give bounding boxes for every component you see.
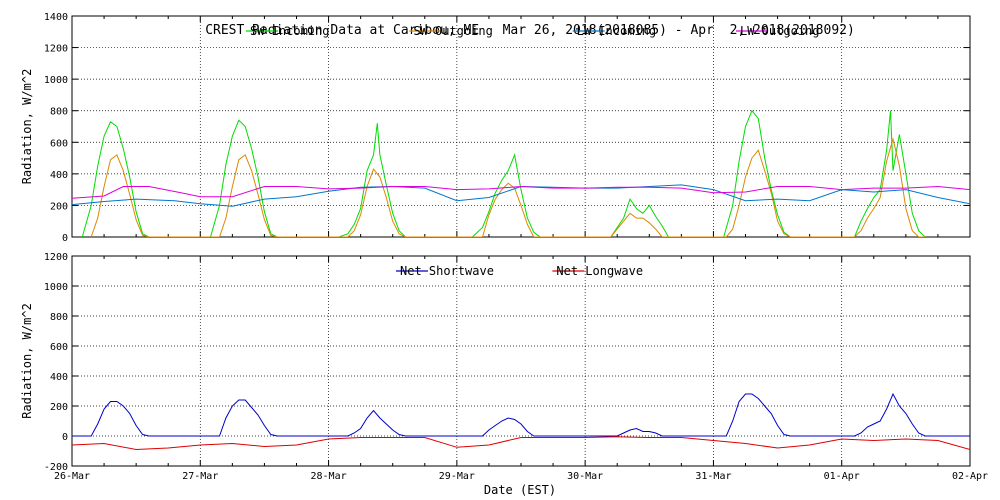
x-tick-label: 30-Mar [567,471,603,482]
y-tick-label: 800 [50,312,68,323]
y-tick-label: 600 [50,138,68,149]
y-tick-label: 400 [50,372,68,383]
legend-entry: SW Outgoing [413,24,492,38]
series-line-sw-incoming [81,109,926,237]
y-tick-label: 1000 [44,75,68,86]
y-tick-label: 0 [62,432,68,443]
y-tick-label: -200 [44,462,68,473]
y-axis-label: Radiation, W/m^2 [20,69,34,185]
y-tick-label: 1200 [44,44,68,55]
y-tick-label: 1200 [44,252,68,263]
y-tick-label: 800 [50,107,68,118]
legend-entry: LW Incoming [577,24,656,38]
legend-entry: SW Incoming [250,24,329,38]
x-tick-label: 02-Apr [952,471,988,482]
legend-entry: LW Outgoing [740,24,819,38]
x-tick-label: 26-Mar [54,471,90,482]
panel-1: 0 200 400 600 800 1000 1200 1400 Radiation, W/m^… [20,12,971,244]
chart-title: CREST Radiation Data at Caribou, ME Mar … [205,23,855,38]
plot-frame [71,255,971,467]
legend-entry: Net Longwave [556,264,643,278]
series-line-lw-outgoing [72,185,970,199]
y-tick-label: 400 [50,170,68,181]
x-axis-label: Date (EST) [484,483,556,497]
x-tick-label: 31-Mar [695,471,731,482]
series-line-net-longwave [72,436,970,451]
panel-2: 26-Mar 27-Mar 28-Mar 29-Mar 30-Mar 31-Mar 01-A… [20,252,988,482]
y-tick-label: 1400 [44,12,68,23]
y-axis-label: Radiation, W/m^2 [20,303,34,419]
y-tick-label: 600 [50,342,68,353]
x-tick-label: 27-Mar [182,471,218,482]
x-tick-label: 01-Apr [824,471,860,482]
legend-entry: Net Shortwave [400,264,494,278]
x-tick-label: 28-Mar [311,471,347,482]
y-tick-label: 200 [50,201,68,212]
y-tick-label: 200 [50,402,68,413]
x-tick-label: 29-Mar [439,471,475,482]
y-tick-label: 0 [62,233,68,244]
series-line-sw-outgoing [90,137,926,237]
series-line-net-shortwave [72,392,970,437]
y-tick-label: 1000 [44,282,68,293]
